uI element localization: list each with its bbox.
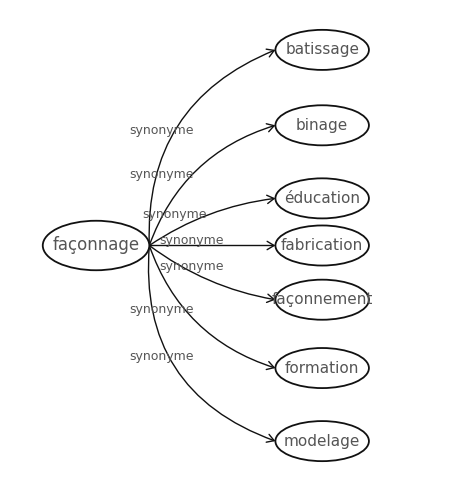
Text: modelage: modelage: [284, 434, 360, 449]
Text: synonyme: synonyme: [159, 234, 224, 247]
Text: formation: formation: [285, 360, 359, 376]
Text: binage: binage: [296, 118, 348, 133]
Ellipse shape: [275, 348, 369, 388]
FancyArrowPatch shape: [149, 242, 274, 249]
FancyArrowPatch shape: [149, 246, 274, 370]
Text: synonyme: synonyme: [159, 260, 224, 273]
Text: éducation: éducation: [284, 191, 360, 206]
FancyArrowPatch shape: [149, 124, 274, 246]
Ellipse shape: [275, 30, 369, 70]
Text: batissage: batissage: [285, 42, 359, 57]
FancyArrowPatch shape: [149, 246, 274, 442]
Ellipse shape: [275, 225, 369, 266]
Ellipse shape: [275, 280, 369, 320]
Text: fabrication: fabrication: [281, 238, 363, 253]
FancyArrowPatch shape: [149, 246, 274, 302]
Text: synonyme: synonyme: [129, 302, 193, 316]
Ellipse shape: [275, 421, 369, 461]
Ellipse shape: [275, 178, 369, 218]
FancyArrowPatch shape: [149, 195, 274, 246]
Ellipse shape: [275, 105, 369, 145]
Text: synonyme: synonyme: [129, 124, 193, 136]
Ellipse shape: [43, 221, 149, 270]
Text: synonyme: synonyme: [142, 208, 207, 221]
FancyArrowPatch shape: [149, 49, 274, 246]
Text: synonyme: synonyme: [129, 168, 193, 181]
Text: façonnement: façonnement: [271, 292, 373, 307]
Text: synonyme: synonyme: [129, 350, 193, 363]
Text: façonnage: façonnage: [53, 237, 140, 254]
